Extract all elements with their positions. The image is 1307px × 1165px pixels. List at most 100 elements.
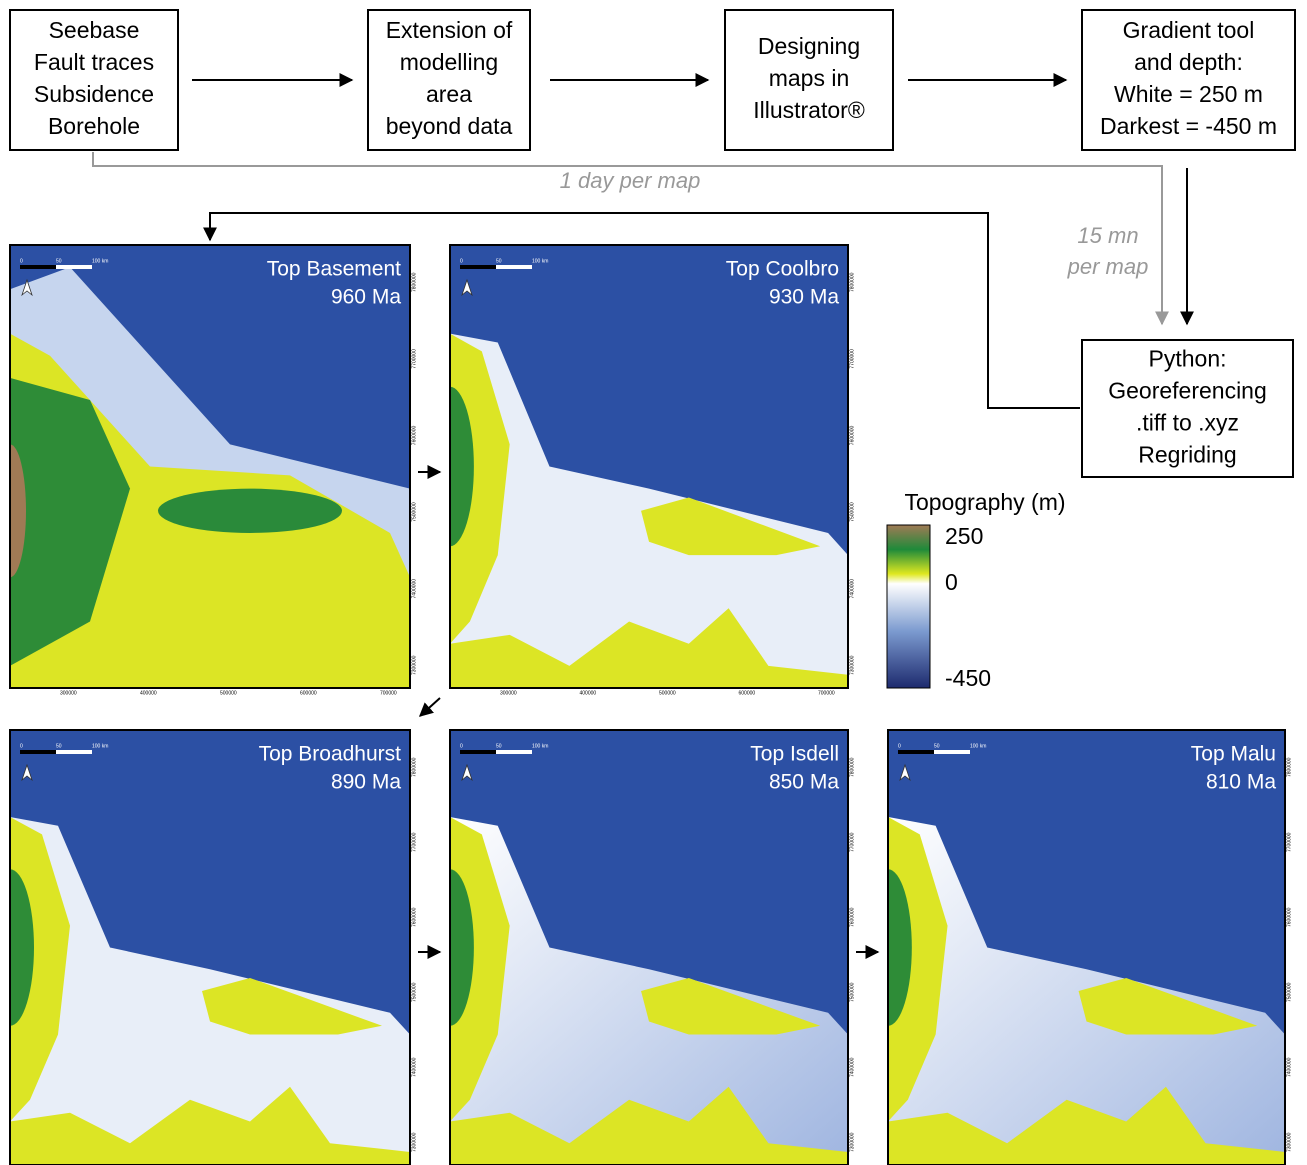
map-name: Top Coolbro	[726, 258, 839, 281]
map-image	[0, 730, 410, 1165]
step-text: Illustrator®	[753, 97, 865, 123]
scale-bar-black	[460, 265, 496, 269]
map-age: 810 Ma	[1206, 771, 1276, 794]
arrow	[420, 698, 440, 716]
step-text: Fault traces	[34, 49, 154, 75]
y-coord: 7300000	[1286, 1132, 1292, 1152]
scale-bar-black	[20, 750, 56, 754]
y-coord: 7800000	[411, 757, 417, 777]
step-text: Georeferencing	[1108, 378, 1267, 404]
color-bar	[887, 525, 930, 688]
scale-label: 50	[56, 258, 62, 264]
step-text: area	[426, 81, 472, 107]
ridge	[158, 489, 342, 533]
map: 0 50 100 km Top Broadhurst 890 Ma 7800000 7700…	[0, 730, 417, 1165]
step-text: White = 250 m	[1114, 81, 1263, 107]
step-text: Extension of	[386, 17, 513, 43]
map-image	[426, 730, 848, 1165]
scale-label: 50	[56, 743, 62, 749]
scale-label: 0	[20, 258, 23, 264]
scale-label: 100 km	[92, 743, 108, 749]
legend-label: -450	[945, 665, 991, 691]
scale-label: 50	[496, 258, 502, 264]
y-coord: 7700000	[849, 349, 855, 369]
scale-bar-white	[496, 750, 532, 754]
scale-bar-white	[56, 265, 92, 269]
y-coord: 7800000	[1286, 757, 1292, 777]
scale-bar-white	[56, 750, 92, 754]
scale-label: 0	[898, 743, 901, 749]
scale-label: 0	[460, 258, 463, 264]
scale-label: 100 km	[532, 258, 548, 264]
step-text: Python:	[1149, 346, 1227, 372]
python-time: 15 mn	[1077, 223, 1138, 248]
legend-label: 250	[945, 523, 983, 549]
x-coord: 500000	[220, 690, 237, 696]
y-coord: 7400000	[849, 579, 855, 599]
x-coord: 400000	[580, 690, 597, 696]
y-coord: 7700000	[849, 832, 855, 852]
scale-label: 100 km	[970, 743, 986, 749]
y-coord: 7300000	[411, 655, 417, 675]
y-coord: 7400000	[411, 1057, 417, 1077]
step-text: .tiff to .xyz	[1136, 410, 1239, 436]
y-coord: 7400000	[849, 1057, 855, 1077]
y-coord: 7500000	[411, 982, 417, 1002]
x-coord: 600000	[300, 690, 317, 696]
scale-bar-black	[460, 750, 496, 754]
x-coord: 600000	[739, 690, 756, 696]
y-coord: 7600000	[411, 426, 417, 446]
map-age: 930 Ma	[769, 286, 839, 309]
y-coord: 7800000	[411, 272, 417, 292]
scale-label: 0	[20, 743, 23, 749]
map-age: 850 Ma	[769, 771, 839, 794]
step-text: Borehole	[48, 113, 140, 139]
y-coord: 7700000	[411, 832, 417, 852]
scale-label: 50	[934, 743, 940, 749]
map-image	[426, 245, 848, 688]
y-coord: 7700000	[411, 349, 417, 369]
scale-label: 100 km	[92, 258, 108, 264]
y-coord: 7800000	[849, 757, 855, 777]
step-text: Seebase	[49, 17, 140, 43]
step-text: beyond data	[386, 113, 513, 139]
python-time: per map	[1067, 254, 1149, 279]
x-coord: 400000	[140, 690, 157, 696]
map-name: Top Malu	[1191, 743, 1276, 766]
step-text: Darkest = -450 m	[1100, 113, 1277, 139]
y-coord: 7300000	[411, 1132, 417, 1152]
y-coord: 7400000	[411, 579, 417, 599]
y-coord: 7300000	[849, 1132, 855, 1152]
y-coord: 7500000	[1286, 982, 1292, 1002]
y-coord: 7500000	[849, 502, 855, 522]
figure: 1 day per map 15 mn per map Topography (…	[0, 0, 1307, 1165]
scale-bar-black	[20, 265, 56, 269]
step-text: modelling	[400, 49, 498, 75]
scale-bar-white	[934, 750, 970, 754]
scale-label: 0	[460, 743, 463, 749]
legend-label: 0	[945, 569, 958, 595]
step-text: maps in	[769, 65, 850, 91]
y-coord: 7400000	[1286, 1057, 1292, 1077]
scale-label: 100 km	[532, 743, 548, 749]
diagram: 1 day per map 15 mn per map Topography (…	[0, 0, 1307, 1165]
y-coord: 7600000	[849, 426, 855, 446]
x-coord: 700000	[380, 690, 397, 696]
manual-time: 1 day per map	[560, 168, 701, 193]
step-text: Designing	[758, 33, 860, 59]
map-age: 960 Ma	[331, 286, 401, 309]
map-name: Top Broadhurst	[259, 743, 402, 766]
y-coord: 7600000	[849, 907, 855, 927]
x-coord: 300000	[60, 690, 77, 696]
x-coord: 300000	[500, 690, 517, 696]
scale-bar-black	[898, 750, 934, 754]
step-text: Subsidence	[34, 81, 154, 107]
scale-label: 50	[496, 743, 502, 749]
map-age: 890 Ma	[331, 771, 401, 794]
y-coord: 7600000	[1286, 907, 1292, 927]
step-text: and depth:	[1134, 49, 1243, 75]
